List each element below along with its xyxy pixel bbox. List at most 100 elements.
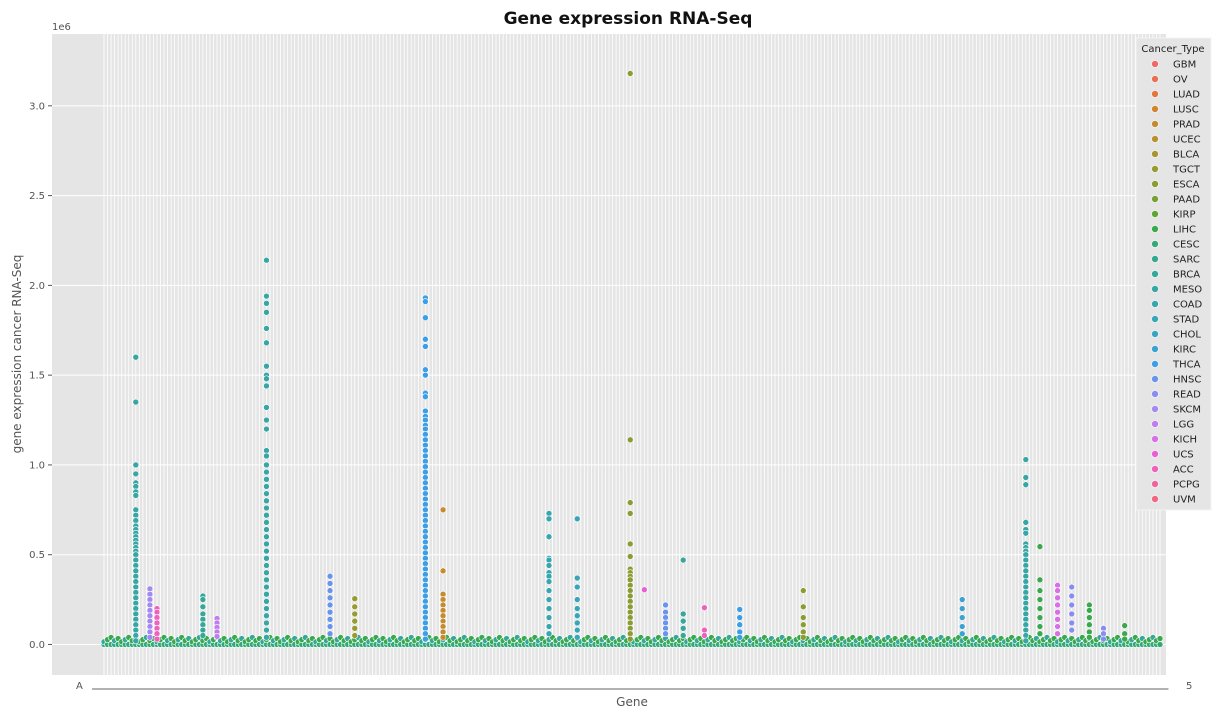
- legend-label: READ: [1173, 390, 1201, 401]
- data-point: [573, 612, 581, 620]
- legend-title: Cancer_Type: [1141, 44, 1204, 55]
- y-tick-label: 0.5: [29, 550, 45, 561]
- legend-marker: [1151, 345, 1159, 353]
- data-point: [958, 614, 966, 621]
- data-point: [1086, 614, 1093, 621]
- data-point: [573, 515, 581, 523]
- data-point: [1036, 623, 1044, 630]
- data-point: [573, 626, 581, 634]
- legend-marker: [1151, 495, 1159, 503]
- data-point: [1156, 641, 1164, 648]
- data-point: [1036, 614, 1044, 621]
- data-point: [263, 362, 270, 370]
- data-point: [1121, 622, 1128, 629]
- legend-label: MESO: [1173, 285, 1202, 296]
- data-point: [351, 603, 359, 611]
- data-point: [701, 632, 708, 639]
- data-point: [263, 490, 270, 497]
- data-point: [1068, 619, 1076, 627]
- data-point: [545, 578, 553, 585]
- data-point: [199, 596, 207, 603]
- data-point: [263, 468, 270, 476]
- data-point: [153, 635, 161, 643]
- data-point: [263, 519, 270, 526]
- data-point: [1121, 635, 1128, 643]
- data-point: [662, 630, 669, 638]
- legend-marker: [1151, 390, 1159, 398]
- data-point: [799, 587, 807, 594]
- data-point: [326, 594, 334, 602]
- data-point: [1022, 481, 1030, 488]
- legend-marker: [1151, 195, 1159, 203]
- data-point: [679, 625, 687, 632]
- y-tick-label: 0.0: [29, 640, 45, 651]
- data-point: [641, 586, 648, 594]
- data-point: [1054, 616, 1061, 623]
- data-point: [132, 637, 140, 645]
- legend-marker: [1151, 375, 1159, 383]
- data-point: [545, 587, 553, 594]
- data-point: [626, 436, 634, 444]
- data-point: [1036, 576, 1044, 584]
- data-point: [351, 632, 359, 639]
- legend-marker: [1151, 135, 1159, 143]
- data-point: [146, 633, 154, 641]
- data-point: [1054, 623, 1061, 630]
- legend-label: ACC: [1173, 465, 1194, 476]
- data-point: [1022, 456, 1030, 463]
- data-point: [263, 404, 270, 411]
- legend-label: LIHC: [1173, 225, 1196, 236]
- data-point: [1036, 543, 1044, 550]
- legend-marker: [1151, 105, 1159, 113]
- y-offset-label: 1e6: [52, 22, 71, 33]
- legend-marker: [1151, 465, 1159, 473]
- legend-label: ESCA: [1173, 180, 1200, 191]
- data-point: [736, 614, 744, 621]
- legend-marker: [1151, 180, 1159, 188]
- data-point: [573, 574, 581, 582]
- data-point: [263, 497, 270, 505]
- data-point: [958, 605, 966, 612]
- legend-label: UVM: [1173, 495, 1196, 506]
- data-point: [573, 619, 581, 627]
- legend-label: KIRP: [1173, 210, 1196, 221]
- data-point: [263, 633, 270, 641]
- data-point: [422, 393, 429, 400]
- data-point: [1068, 583, 1076, 591]
- legend-label: KICH: [1173, 435, 1197, 446]
- data-point: [545, 614, 553, 621]
- legend-label: BLCA: [1173, 150, 1199, 161]
- data-point: [679, 617, 687, 625]
- data-point: [263, 483, 270, 490]
- legend-marker: [1151, 480, 1159, 488]
- data-point: [263, 554, 270, 562]
- data-point: [439, 506, 447, 514]
- data-point: [263, 339, 270, 347]
- data-point: [545, 605, 553, 612]
- legend-label: STAD: [1173, 315, 1200, 326]
- legend-label: LUSC: [1173, 105, 1199, 116]
- data-point: [736, 621, 744, 629]
- data-point: [351, 610, 359, 618]
- legend-label: GBM: [1173, 60, 1196, 71]
- data-point: [799, 614, 807, 621]
- data-point: [132, 398, 140, 406]
- y-tick-label: 3.0: [29, 101, 45, 112]
- data-point: [263, 562, 270, 569]
- data-point: [573, 583, 581, 591]
- legend-label: SKCM: [1173, 405, 1201, 416]
- legend-label: BRCA: [1173, 270, 1200, 281]
- legend-label: PAAD: [1173, 195, 1200, 206]
- data-point: [1156, 635, 1164, 642]
- data-point: [422, 335, 429, 343]
- data-point: [422, 298, 429, 305]
- data-point: [263, 504, 270, 512]
- y-tick-label: 2.5: [29, 191, 45, 202]
- data-point: [1068, 601, 1076, 609]
- y-tick-label: 1.0: [29, 460, 45, 471]
- data-point: [626, 635, 634, 643]
- data-point: [1036, 596, 1044, 603]
- data-point: [545, 515, 553, 523]
